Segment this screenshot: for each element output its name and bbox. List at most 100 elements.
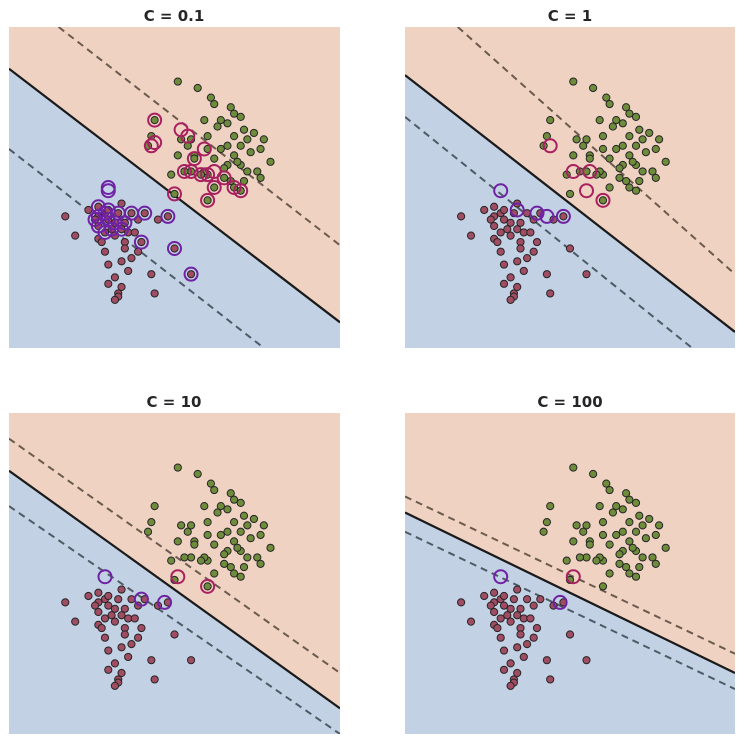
point-class-neg (493, 237, 502, 247)
plot-area (405, 27, 735, 348)
point-class-neg (496, 633, 505, 642)
point-class-neg (493, 623, 502, 633)
point-class-neg (542, 270, 552, 279)
point-class-neg (499, 205, 509, 215)
point-class-pos (612, 115, 621, 125)
point-class-pos (645, 514, 654, 524)
point-class-pos (249, 514, 259, 524)
point-class-pos (648, 167, 657, 176)
point-class-pos (562, 556, 571, 565)
point-class-pos (602, 93, 611, 102)
point-class-neg (117, 257, 126, 266)
point-class-pos (259, 135, 268, 144)
point-class-neg (506, 273, 515, 282)
point-class-pos (206, 479, 216, 488)
point-class-neg (110, 604, 120, 613)
point-class-pos (210, 183, 219, 192)
point-class-neg (499, 665, 509, 674)
point-class-pos (622, 103, 631, 112)
point-class-neg (523, 640, 532, 649)
point-class-pos (631, 141, 641, 150)
point-class-neg (170, 244, 179, 253)
point-class-neg (110, 273, 120, 282)
point-class-neg (140, 209, 149, 218)
point-class-neg (490, 607, 499, 617)
point-class-neg (133, 633, 143, 642)
point-class-pos (625, 569, 634, 578)
point-class-neg (513, 585, 522, 594)
point-class-pos (605, 540, 614, 549)
support-vector-neg (100, 180, 116, 195)
point-class-neg (61, 598, 70, 607)
point-class-pos (598, 530, 608, 540)
point-class-pos (243, 553, 252, 562)
support-vector-neg (104, 221, 120, 237)
point-class-pos (167, 556, 176, 565)
point-class-pos (216, 115, 225, 125)
point-class-neg (503, 225, 512, 234)
point-class-neg (532, 623, 542, 633)
point-class-neg (90, 601, 100, 610)
point-class-pos (618, 119, 627, 128)
point-class-pos (622, 562, 631, 572)
support-vector-pos (176, 163, 192, 179)
point-class-pos (220, 173, 229, 182)
plot-area (405, 413, 735, 734)
point-class-pos (638, 135, 647, 144)
point-class-pos (229, 495, 239, 504)
point-class-neg (170, 630, 179, 639)
point-class-pos (220, 550, 229, 559)
point-class-neg (506, 218, 515, 227)
point-class-neg (506, 295, 515, 304)
point-class-pos (625, 132, 634, 141)
point-class-neg (186, 656, 196, 665)
support-vector-pos (193, 167, 209, 183)
point-class-pos (186, 553, 196, 562)
point-class-pos (605, 183, 614, 192)
support-vector-pos (196, 141, 212, 157)
point-class-pos (546, 501, 555, 511)
point-class-pos (622, 176, 631, 186)
point-class-pos (196, 556, 206, 565)
point-class-neg (110, 295, 120, 304)
point-class-pos (256, 559, 265, 568)
point-class-neg (503, 611, 512, 620)
point-class-pos (203, 132, 212, 141)
support-vector-neg (90, 199, 106, 215)
point-class-pos (569, 77, 578, 86)
point-class-neg (124, 652, 133, 662)
support-vector-neg (539, 208, 555, 224)
point-class-pos (223, 505, 232, 514)
point-class-pos (173, 537, 182, 546)
point-class-neg (97, 623, 106, 633)
support-vector-neg (157, 594, 173, 610)
point-class-neg (499, 591, 509, 601)
point-class-pos (243, 521, 252, 530)
point-class-pos (579, 141, 588, 150)
point-class-pos (220, 559, 229, 568)
point-class-neg (499, 601, 509, 610)
margin-line-pos (405, 495, 735, 655)
point-class-pos (651, 144, 660, 154)
point-class-pos (167, 170, 176, 179)
point-class-pos (618, 527, 627, 536)
point-class-pos (592, 556, 601, 565)
point-class-pos (582, 521, 591, 530)
point-class-pos (200, 501, 209, 511)
point-class-neg (94, 607, 103, 617)
point-class-pos (170, 189, 179, 199)
point-class-pos (236, 112, 245, 121)
point-class-neg (110, 681, 120, 690)
support-vector-neg (114, 221, 130, 237)
panel-title: C = 100 (537, 393, 602, 411)
point-class-pos (239, 125, 249, 134)
point-class-pos (239, 562, 249, 572)
point-class-neg (506, 659, 515, 668)
decision-boundary (9, 469, 340, 710)
point-class-neg (559, 212, 568, 221)
point-class-pos (147, 518, 156, 527)
point-class-pos (216, 530, 225, 540)
point-class-pos (598, 518, 608, 527)
point-class-neg (147, 656, 156, 665)
point-class-neg (104, 601, 113, 610)
